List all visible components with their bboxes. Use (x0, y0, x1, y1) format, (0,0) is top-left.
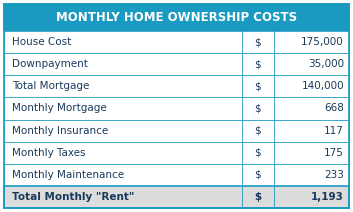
Text: $: $ (255, 37, 261, 47)
Text: 175: 175 (324, 148, 344, 158)
Bar (4, 31, 349, 53)
Text: 1,193: 1,193 (311, 192, 344, 202)
Text: Monthly Insurance: Monthly Insurance (12, 126, 108, 135)
Bar (4, 186, 349, 208)
Bar (4, 97, 349, 120)
Bar (4, 53, 349, 75)
Bar (4, 4, 349, 31)
Bar (4, 186, 349, 208)
Text: Downpayment: Downpayment (12, 59, 88, 69)
Bar (4, 75, 349, 97)
Text: $: $ (255, 126, 261, 135)
Text: $: $ (254, 192, 261, 202)
Text: Total Mortgage: Total Mortgage (12, 81, 89, 91)
Text: Monthly Maintenance: Monthly Maintenance (12, 170, 124, 180)
Bar (4, 164, 349, 186)
Text: $: $ (255, 103, 261, 113)
Text: $: $ (255, 81, 261, 91)
Bar (4, 142, 349, 164)
Bar (4, 75, 349, 97)
Text: 668: 668 (324, 103, 344, 113)
Text: 233: 233 (324, 170, 344, 180)
Text: Monthly Mortgage: Monthly Mortgage (12, 103, 107, 113)
Bar (4, 31, 349, 53)
Text: Monthly Taxes: Monthly Taxes (12, 148, 85, 158)
Text: 117: 117 (324, 126, 344, 135)
Bar (4, 142, 349, 164)
Bar (4, 120, 349, 142)
Text: MONTHLY HOME OWNERSHIP COSTS: MONTHLY HOME OWNERSHIP COSTS (56, 11, 297, 24)
Text: House Cost: House Cost (12, 37, 71, 47)
Text: 175,000: 175,000 (301, 37, 344, 47)
Text: 140,000: 140,000 (301, 81, 344, 91)
Text: 35,000: 35,000 (308, 59, 344, 69)
Bar (4, 53, 349, 75)
Text: $: $ (255, 170, 261, 180)
Bar (4, 164, 349, 186)
Text: Total Monthly "Rent": Total Monthly "Rent" (12, 192, 134, 202)
Text: $: $ (255, 59, 261, 69)
Bar (4, 120, 349, 142)
Bar (4, 97, 349, 120)
Text: $: $ (255, 148, 261, 158)
